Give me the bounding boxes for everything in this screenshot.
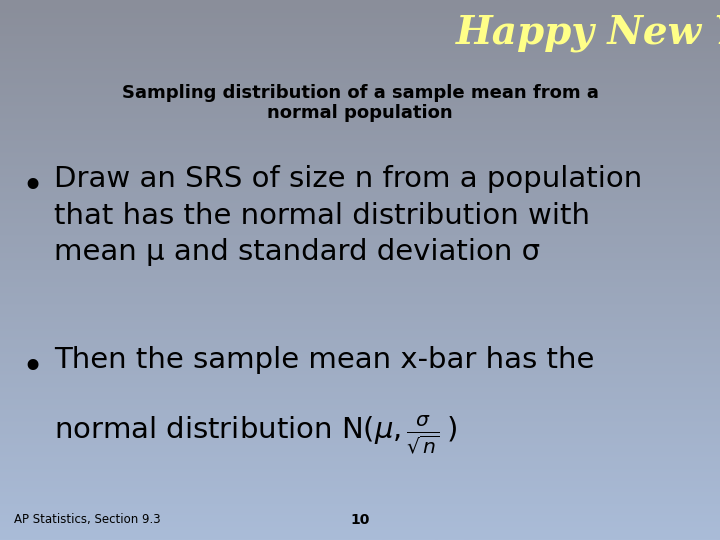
Text: Happy New Year: Happy New Year [456, 14, 720, 51]
Text: normal distribution N($\mu$,$\,\frac{\sigma}{\sqrt{n}}\,$): normal distribution N($\mu$,$\,\frac{\si… [54, 413, 457, 456]
Text: •: • [22, 351, 44, 387]
Text: •: • [22, 170, 44, 206]
Text: 10: 10 [351, 512, 369, 526]
Text: Sampling distribution of a sample mean from a
normal population: Sampling distribution of a sample mean f… [122, 84, 598, 123]
Text: Draw an SRS of size n from a population
that has the normal distribution with
me: Draw an SRS of size n from a population … [54, 165, 642, 266]
Text: AP Statistics, Section 9.3: AP Statistics, Section 9.3 [14, 514, 161, 526]
Text: Then the sample mean x-bar has the: Then the sample mean x-bar has the [54, 346, 595, 374]
